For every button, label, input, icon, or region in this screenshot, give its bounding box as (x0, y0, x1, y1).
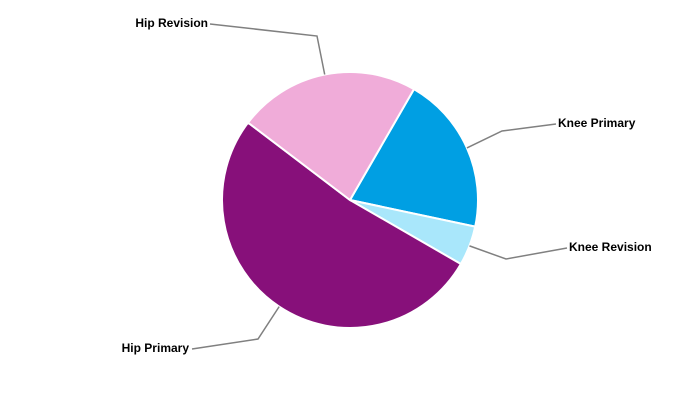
leader-line (466, 123, 557, 149)
leader-line (191, 306, 280, 350)
pie-slice (221, 121, 463, 329)
slice-label: Knee Primary (558, 116, 636, 130)
slice-label: Hip Primary (122, 341, 190, 355)
leader-line (469, 245, 568, 260)
leader-line (209, 23, 326, 75)
slice-label: Hip Revision (135, 16, 208, 30)
slice-label: Knee Revision (569, 240, 652, 254)
